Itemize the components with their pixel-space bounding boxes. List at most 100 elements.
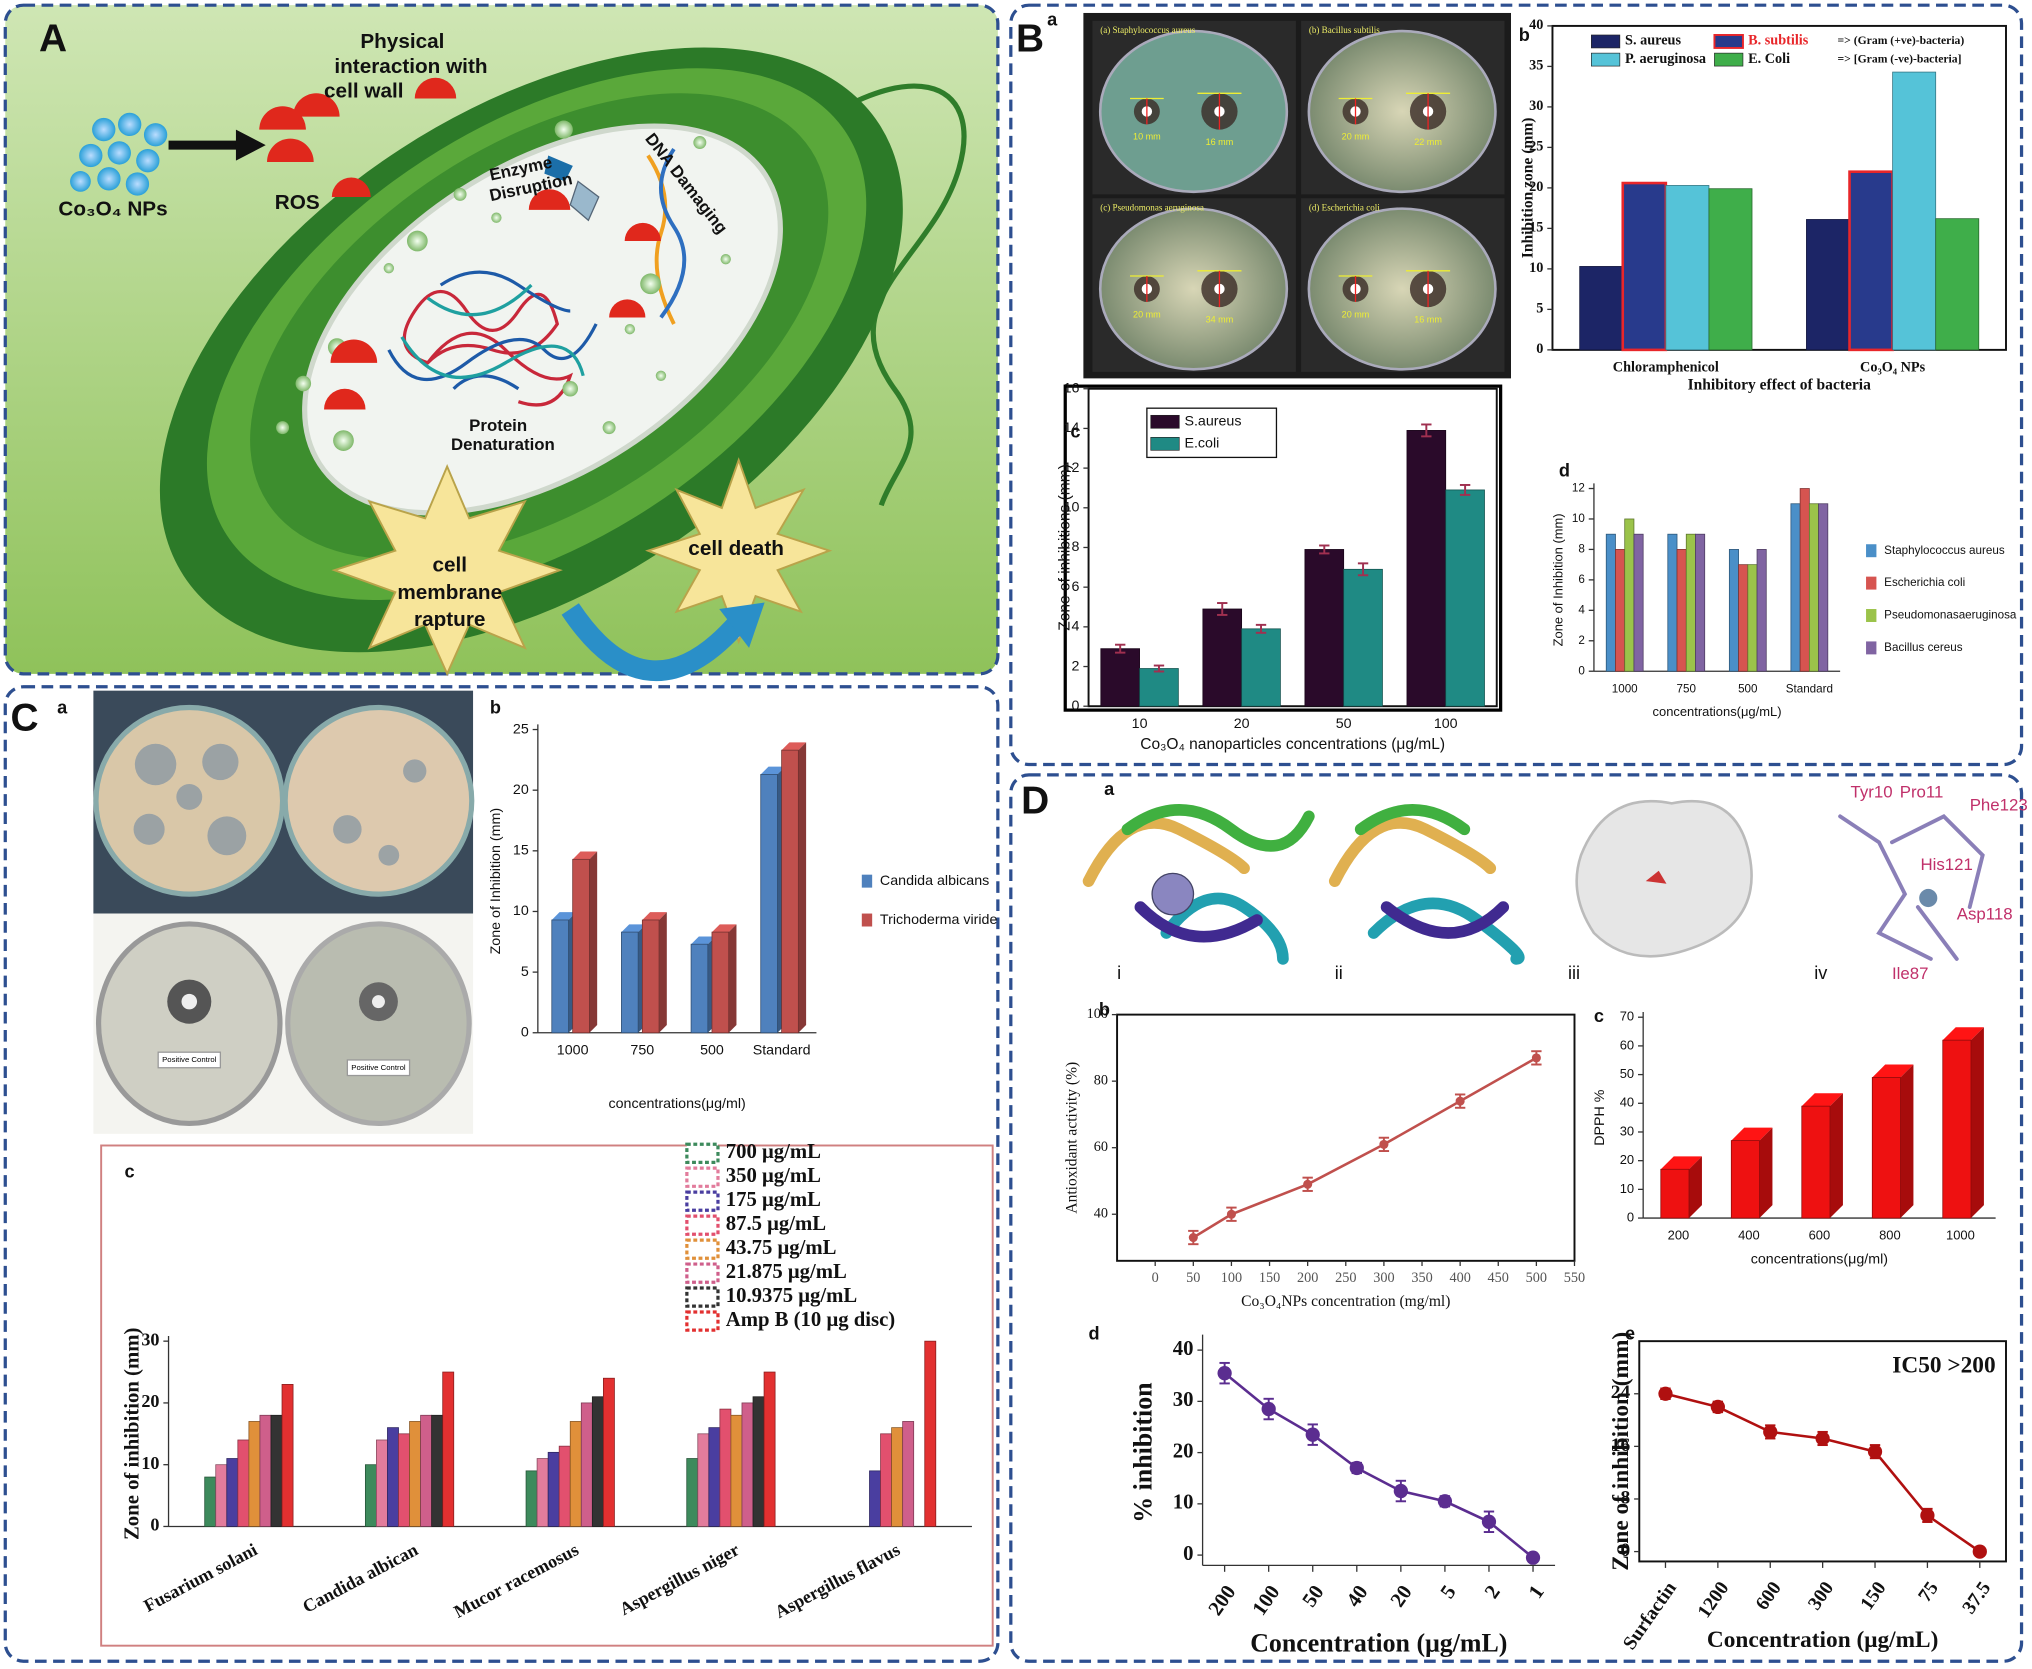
marker <box>1393 1483 1408 1499</box>
residue-label: Tyr10 <box>1851 782 1893 801</box>
bar <box>569 1421 582 1527</box>
bar <box>1892 71 1937 351</box>
legend-label: Staphylococcus aureus <box>1884 544 2005 557</box>
bar <box>711 931 730 1034</box>
bar <box>621 931 639 1034</box>
y-axis-label: Zone of inhibition (mm) <box>121 1328 143 1540</box>
bar <box>763 1371 776 1527</box>
legend-swatch <box>685 1238 720 1260</box>
marker <box>1867 1444 1883 1459</box>
marker <box>1525 1550 1541 1565</box>
bar <box>781 749 799 1034</box>
y-tick-label: 0 <box>1578 664 1585 677</box>
bar <box>551 919 569 1034</box>
bar-side <box>798 742 807 1033</box>
photo-title: (a) Staphylococcus aureus <box>1100 25 1196 35</box>
legend-label: E. Coli <box>1748 51 1790 67</box>
bar <box>1665 185 1710 351</box>
chart: 0 5 10 15 20 25 Zone of Inhibition (mm) concent… <box>488 721 997 1111</box>
residue-label: Pro11 <box>1900 782 1944 801</box>
bar <box>1241 628 1281 707</box>
bar <box>1615 549 1626 672</box>
y-axis-label: Antioxidant activity (%) <box>1064 1062 1081 1214</box>
y-axis-label: Zone of Inhibition (mm) <box>1550 513 1565 646</box>
panel-label: C <box>10 697 38 740</box>
bar <box>1935 218 1980 351</box>
panel-label: D <box>1021 780 1049 823</box>
bar <box>690 943 709 1034</box>
y-tick-label: 40 <box>1173 1338 1194 1360</box>
y-tick-label: 8 <box>1072 539 1080 555</box>
y-tick-label: 40 <box>1620 1095 1634 1110</box>
y-tick-label: 20 <box>141 1391 159 1411</box>
legend-swatch <box>685 1286 720 1308</box>
photo-label: Positive Control <box>351 1063 406 1072</box>
marker <box>1188 1232 1198 1243</box>
x-tick-label: 600 <box>1809 1228 1831 1243</box>
bar <box>431 1414 444 1527</box>
y-tick-label: 4 <box>1578 603 1585 616</box>
x-axis-label: Concentration (μg/mL) <box>1707 1627 1938 1653</box>
marker <box>1710 1399 1725 1415</box>
x-tick-label: 800 <box>1879 1228 1901 1243</box>
line <box>1223 1372 1534 1559</box>
y-tick-label: 2 <box>1578 634 1584 647</box>
bar-top <box>1872 1064 1914 1078</box>
bar <box>1139 668 1179 707</box>
y-tick-label: 5 <box>1536 301 1543 317</box>
legend-label: 10.9375 μg/mL <box>726 1285 857 1307</box>
legend-label: S. aureus <box>1625 33 1681 49</box>
sub-label: b <box>1099 1000 1110 1020</box>
y-axis-label: Zone of inhibition (mm) <box>1608 1332 1634 1571</box>
bar <box>1667 533 1678 672</box>
legend-label: 43.75 μg/mL <box>726 1237 837 1259</box>
legend-swatch <box>1591 52 1621 67</box>
legend-label: Candida albicans <box>880 873 989 889</box>
legend-label: E.coli <box>1184 436 1219 452</box>
zone-label: 20 mm <box>1133 309 1161 319</box>
bar <box>580 1402 593 1527</box>
legend-label: Trichoderma viride <box>880 912 998 928</box>
bar-top <box>1731 1127 1773 1141</box>
marker <box>1658 1386 1673 1401</box>
legend-label: 175 μg/mL <box>726 1189 821 1211</box>
bar <box>1579 266 1624 351</box>
legend-swatch <box>861 874 873 888</box>
line <box>1192 1056 1538 1239</box>
bar <box>719 1408 732 1527</box>
bar-top <box>551 912 577 920</box>
bar <box>547 1451 560 1527</box>
x-axis-label: Co₃O₄ nanoparticles concentrations (μg/m… <box>1140 736 1445 753</box>
bar-top <box>572 851 598 860</box>
bar <box>558 1445 571 1527</box>
legend-label: 21.875 μg/mL <box>726 1261 847 1283</box>
y-tick-label: 60 <box>1620 1037 1634 1052</box>
y-tick-label: 20 <box>1173 1440 1194 1462</box>
bar <box>364 1464 377 1527</box>
marker <box>1531 1053 1541 1063</box>
bar-side <box>1970 1027 1984 1219</box>
y-tick-label: 25 <box>513 721 529 737</box>
marker <box>1305 1427 1320 1442</box>
zone-label: 10 mm <box>1133 132 1161 142</box>
chart: 40 60 80 100 Antioxidant activity (%) Co₃O₄NP… <box>1064 1006 1586 1310</box>
bar-side <box>728 924 737 1033</box>
x-tick-label: 50 <box>1186 1270 1200 1286</box>
panel-c-c-frame <box>100 1144 994 1647</box>
sub-label: a <box>1047 10 1058 30</box>
bar <box>259 1414 272 1527</box>
bacterium <box>70 47 967 681</box>
bar <box>708 1427 721 1527</box>
legend-swatch <box>685 1166 720 1188</box>
x-tick-label: 10 <box>1132 716 1148 732</box>
sub-label: c <box>1594 1006 1604 1026</box>
sub-label: d <box>1559 460 1570 480</box>
chart: 0 10 20 30 40 50 60 70 DPPH % concentrations(μg/m… <box>1592 1009 1996 1267</box>
bar <box>1406 430 1447 707</box>
bar <box>226 1458 239 1527</box>
photo-label: Positive Control <box>162 1055 217 1064</box>
x-tick-label: 500 <box>700 1043 724 1059</box>
y-tick-label: 16 <box>1064 381 1080 397</box>
bar-side <box>589 851 598 1033</box>
